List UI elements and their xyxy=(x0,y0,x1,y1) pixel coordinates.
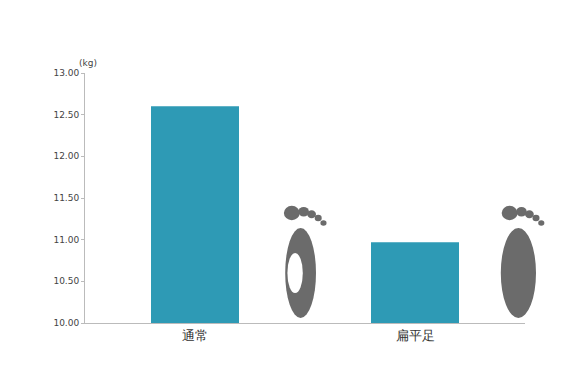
svg-text:11.00: 11.00 xyxy=(53,235,79,245)
svg-text:通常: 通常 xyxy=(182,328,208,343)
svg-text:11.50: 11.50 xyxy=(53,193,79,203)
svg-text:12.00: 12.00 xyxy=(53,151,79,161)
svg-text:(kg): (kg) xyxy=(79,58,97,68)
svg-text:10.50: 10.50 xyxy=(53,276,79,286)
svg-text:13.00: 13.00 xyxy=(53,68,79,78)
svg-text:12.50: 12.50 xyxy=(53,110,79,120)
svg-text:扁平足: 扁平足 xyxy=(396,328,435,343)
svg-text:10.00: 10.00 xyxy=(53,318,79,328)
